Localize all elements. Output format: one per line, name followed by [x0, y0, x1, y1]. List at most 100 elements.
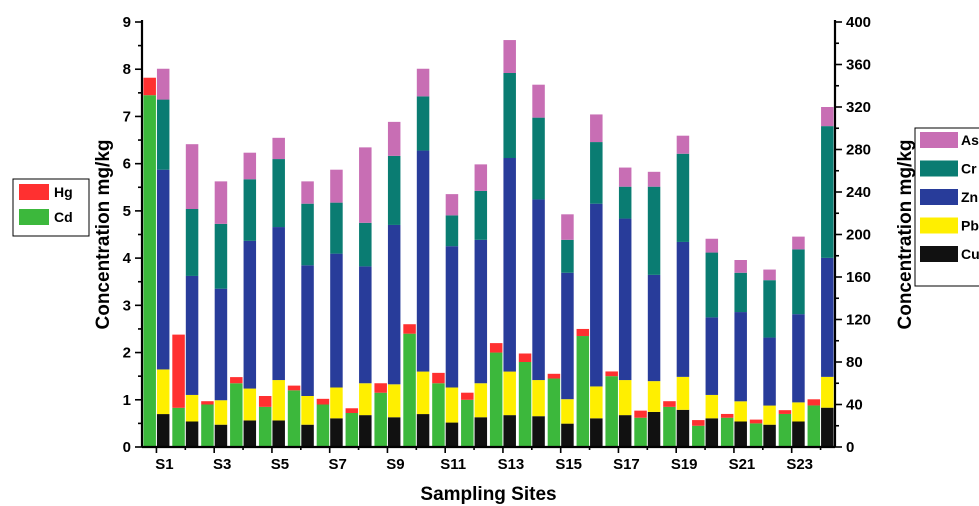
bar-cu-s8: [359, 415, 372, 447]
bar-cd-s23: [778, 413, 792, 447]
bar-cd-s1: [143, 95, 156, 447]
bar-pb-s13: [503, 371, 516, 416]
bar-pb-s8: [359, 383, 372, 416]
bar-pb-s2: [185, 394, 199, 422]
bar-cu-s1: [156, 414, 170, 447]
bar-zn-s12: [474, 239, 488, 384]
bar-cd-s17: [605, 376, 618, 447]
bar-zn-s17: [618, 218, 632, 381]
bar-zn-s19: [676, 241, 690, 377]
bar-zn-s1: [156, 169, 170, 370]
bar-hg-s6: [287, 385, 301, 391]
bar-hg-s7: [316, 398, 330, 405]
bar-as-s11: [445, 194, 459, 216]
bar-zn-s13: [503, 158, 516, 372]
bar-as-s3: [214, 181, 228, 224]
bars-layer: [143, 40, 834, 447]
bar-hg-s9: [374, 383, 387, 393]
bar-cu-s12: [474, 417, 488, 447]
x-tick-label: S21: [729, 456, 756, 473]
bar-pb-s10: [416, 371, 430, 415]
x-tick-label: S19: [671, 456, 698, 473]
left-y-tick-label: 4: [123, 250, 132, 267]
bar-cr-s2: [185, 209, 199, 276]
right-y-tick-label: 320: [846, 99, 871, 116]
bar-zn-s7: [330, 253, 343, 388]
bar-zn-s20: [705, 317, 719, 395]
x-tick-label: S9: [386, 456, 404, 473]
x-tick-label: S17: [613, 456, 640, 473]
x-tick-label: S13: [498, 456, 525, 473]
right-y-axis-title: Concentration mg/kg: [895, 139, 916, 329]
bar-as-s9: [387, 121, 401, 156]
bar-cd-s15: [547, 378, 561, 447]
bar-cu-s22: [763, 424, 776, 447]
legend-label-hg: Hg: [54, 184, 73, 200]
bar-cr-s18: [647, 186, 661, 275]
bar-pb-s21: [734, 401, 747, 422]
bar-as-s20: [705, 238, 719, 253]
bar-cd-s3: [201, 404, 214, 447]
bar-pb-s7: [330, 387, 343, 419]
bar-pb-s6: [301, 396, 314, 425]
bar-cd-s10: [403, 333, 416, 447]
bar-as-s18: [647, 171, 661, 187]
bar-zn-s24: [821, 257, 834, 377]
right-y-tick-label: 240: [846, 184, 871, 201]
x-tick-label: S23: [786, 456, 813, 473]
bar-pb-s11: [445, 387, 459, 423]
bar-as-s8: [359, 147, 372, 223]
bar-pb-s17: [618, 380, 632, 416]
right-y-tick-label: 160: [846, 269, 871, 286]
left-y-tick-label: 7: [123, 108, 131, 125]
bar-cr-s3: [214, 223, 228, 289]
bar-cr-s20: [705, 252, 719, 318]
right-y-tick-label: 400: [846, 14, 871, 31]
x-tick-label: S5: [271, 456, 289, 473]
bar-hg-s20: [692, 420, 705, 426]
bar-cd-s14: [518, 362, 532, 447]
bar-cu-s23: [792, 421, 805, 447]
bar-cd-s5: [258, 406, 272, 447]
bar-cd-s6: [287, 390, 301, 447]
bar-hg-s19: [663, 401, 676, 407]
bar-cu-s9: [387, 417, 401, 447]
bar-as-s17: [618, 167, 632, 187]
axes-layer: 0 1 2 3 4 5 6 7 8 9 0 40 80 120 160 200 240 280 320 360 400 S…: [123, 14, 871, 473]
x-tick-label: S7: [329, 456, 347, 473]
x-tick-label: S1: [155, 456, 173, 473]
left-y-tick-label: 3: [123, 297, 131, 314]
bar-zn-s21: [734, 312, 747, 402]
bar-cd-s22: [749, 423, 763, 447]
legend-swatch-cu: [920, 246, 958, 262]
bar-cd-s18: [634, 417, 647, 447]
bar-hg-s17: [605, 371, 618, 377]
bar-as-s23: [792, 236, 805, 250]
bar-cd-s9: [374, 392, 387, 447]
bar-cu-s18: [647, 411, 661, 447]
left-y-tick-label: 5: [123, 203, 131, 220]
bar-hg-s10: [403, 324, 416, 334]
bar-zn-s5: [272, 227, 285, 381]
bar-zn-s6: [301, 265, 314, 396]
bar-zn-s11: [445, 246, 459, 388]
legend-label-cd: Cd: [54, 209, 73, 225]
bar-cu-s2: [185, 421, 199, 447]
bar-cd-s8: [345, 413, 359, 447]
bar-pb-s1: [156, 369, 170, 415]
bar-zn-s18: [647, 274, 661, 382]
bar-zn-s4: [243, 240, 257, 389]
bar-as-s4: [243, 152, 257, 180]
bar-cu-s20: [705, 418, 719, 447]
bar-cr-s21: [734, 272, 747, 313]
bar-hg-s24: [807, 399, 821, 406]
legend-label-cu: Cu: [961, 246, 979, 262]
left-y-tick-label: 0: [123, 439, 131, 456]
bar-cr-s10: [416, 96, 430, 151]
bar-hg-s22: [749, 419, 763, 424]
legend-swatch-hg: [19, 184, 49, 200]
bar-as-s6: [301, 181, 314, 204]
x-tick-label: S11: [440, 456, 466, 473]
bar-hg-s11: [432, 372, 445, 384]
